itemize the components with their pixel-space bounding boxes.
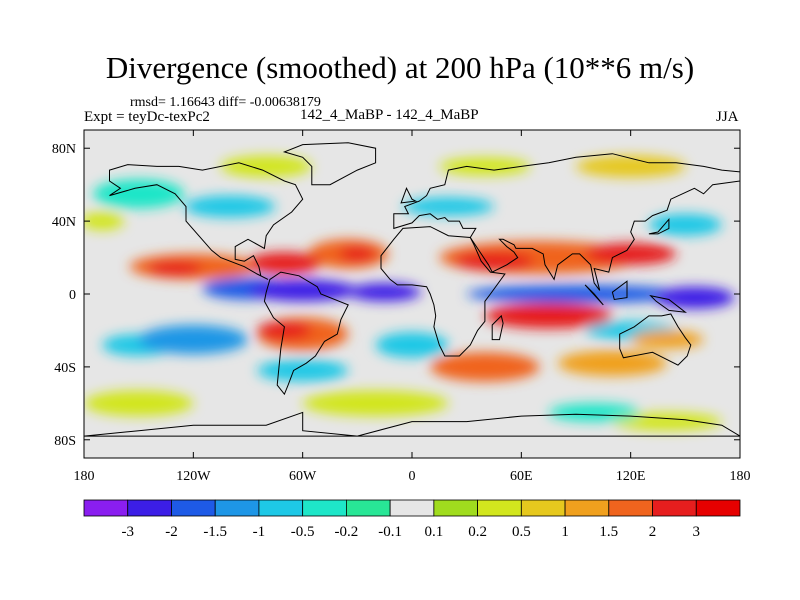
field-region-30 bbox=[453, 252, 535, 271]
field-region-25 bbox=[466, 284, 686, 304]
y-tick-label-1: 40N bbox=[52, 215, 76, 230]
colorbar-swatch-4 bbox=[258, 499, 304, 517]
field-region-13 bbox=[648, 213, 722, 236]
colorbar-label-0: -3 bbox=[121, 524, 134, 540]
field-region-17 bbox=[138, 324, 248, 355]
field-region-35 bbox=[257, 321, 312, 340]
field-region-10 bbox=[184, 195, 276, 218]
y-tick-label-4: 80S bbox=[54, 434, 76, 449]
colorbar-swatch-2 bbox=[171, 499, 216, 517]
x-tick-label-5: 120E bbox=[616, 469, 646, 484]
colorbar: -3 -2 -1.5 -1 -0.5 -0.2 -0.1 0.1 0.2 0.5 1 1.5 2 3 bbox=[83, 499, 741, 540]
field-region-8 bbox=[576, 155, 686, 178]
y-tick-label-2: 0 bbox=[69, 288, 76, 303]
coastline-8 bbox=[611, 280, 628, 301]
field-region-2 bbox=[84, 390, 194, 417]
colorbar-swatch-0 bbox=[83, 499, 129, 517]
colorbar-swatch-6 bbox=[345, 499, 391, 517]
y-tick-label-0: 80N bbox=[52, 142, 76, 157]
field-region-11 bbox=[402, 197, 495, 216]
colorbar-swatch-13 bbox=[652, 499, 697, 517]
colorbar-swatch-9 bbox=[477, 499, 522, 517]
coastline-9 bbox=[649, 294, 688, 313]
colorbar-label-8: 0.2 bbox=[468, 524, 487, 540]
field-region-16 bbox=[630, 330, 704, 349]
coastline-1 bbox=[263, 271, 349, 396]
field-region-26 bbox=[248, 252, 321, 274]
field-region-31 bbox=[585, 242, 677, 265]
coastline-4 bbox=[619, 313, 692, 366]
colorbar-label-4: -0.5 bbox=[291, 524, 315, 540]
experiment-label: Expt = teyDc-texPc2 bbox=[84, 109, 210, 125]
x-tick-label-6: 180 bbox=[730, 469, 751, 484]
colorbar-swatch-10 bbox=[520, 499, 566, 517]
colorbar-label-3: -1 bbox=[253, 524, 266, 540]
colorbar-label-12: 2 bbox=[649, 524, 657, 540]
colorbar-swatch-8 bbox=[433, 499, 479, 517]
field-region-28 bbox=[147, 261, 203, 276]
field-region-5 bbox=[548, 403, 640, 422]
field-region-6 bbox=[220, 155, 312, 178]
field-region-15 bbox=[257, 359, 349, 382]
y-tick-label-3: 40S bbox=[54, 361, 76, 376]
colorbar-label-10: 1 bbox=[561, 524, 569, 540]
colorbar-swatch-12 bbox=[608, 499, 653, 517]
colorbar-label-2: -1.5 bbox=[203, 524, 227, 540]
experiment-subtitle: 142_4_MaBP - 142_4_MaBP bbox=[300, 107, 479, 123]
colorbar-swatch-1 bbox=[127, 499, 172, 517]
colorbar-swatch-3 bbox=[214, 499, 260, 517]
coastline-10 bbox=[648, 217, 670, 235]
x-tick-label-3: 0 bbox=[409, 469, 416, 484]
x-tick-label-2: 60W bbox=[289, 469, 317, 484]
coastlines bbox=[84, 142, 740, 437]
colorbar-label-1: -2 bbox=[165, 524, 178, 540]
colorbar-label-11: 1.5 bbox=[599, 524, 618, 540]
coastline-3 bbox=[380, 226, 506, 357]
field-region-0 bbox=[84, 212, 125, 231]
coastline-2 bbox=[393, 153, 740, 291]
coastline-11 bbox=[400, 187, 418, 204]
field-region-1 bbox=[439, 157, 531, 176]
colorbar-swatch-7 bbox=[389, 499, 435, 517]
colorbar-label-6: -0.1 bbox=[378, 524, 402, 540]
field-region-19 bbox=[430, 352, 540, 382]
rmsd-diff-text: rmsd= 1.16643 diff= -0.00638179 bbox=[130, 95, 321, 110]
colorbar-label-13: 3 bbox=[693, 524, 701, 540]
colorbar-label-9: 0.5 bbox=[512, 524, 531, 540]
colorbar-label-7: 0.1 bbox=[424, 524, 443, 540]
field-region-33 bbox=[348, 283, 422, 302]
field-region-7 bbox=[93, 179, 185, 209]
colorbar-swatch-14 bbox=[695, 499, 741, 517]
season-label: JJA bbox=[716, 109, 739, 125]
coastline-12 bbox=[84, 411, 740, 437]
axis-ticks: 180 120W 60W 0 60E 120E 180 80N 40N 0 40S 80S bbox=[52, 130, 751, 484]
colorbar-label-5: -0.2 bbox=[335, 524, 359, 540]
x-tick-label-0: 180 bbox=[74, 469, 95, 484]
colorbar-swatch-11 bbox=[564, 499, 610, 517]
chart-title: Divergence (smoothed) at 200 hPa (10**6 … bbox=[105, 50, 695, 85]
coastline-6 bbox=[491, 314, 504, 341]
field-region-29 bbox=[339, 246, 376, 262]
coastline-7 bbox=[584, 284, 604, 306]
coastline-0 bbox=[109, 162, 304, 280]
field-region-36 bbox=[503, 308, 576, 324]
field-region-34 bbox=[654, 286, 735, 309]
coastline-5 bbox=[282, 142, 377, 186]
colorbar-swatch-5 bbox=[302, 499, 347, 517]
field-region-32 bbox=[247, 279, 358, 302]
x-tick-label-4: 60E bbox=[510, 469, 533, 484]
field-region-9 bbox=[375, 332, 449, 358]
x-tick-label-1: 120W bbox=[176, 469, 211, 484]
field-region-18 bbox=[557, 350, 668, 376]
field-region-3 bbox=[302, 390, 449, 417]
